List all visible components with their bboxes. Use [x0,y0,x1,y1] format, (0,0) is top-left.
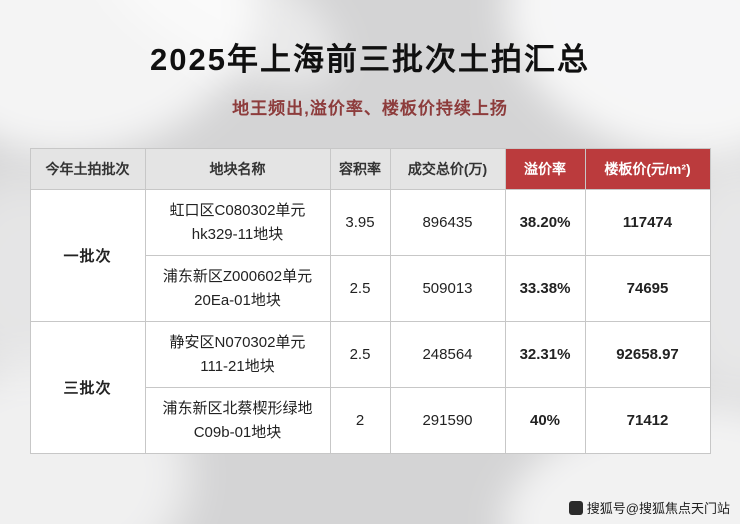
plot-name-cell: 虹口区C080302单元 hk329-11地块 [144,189,331,256]
floor-price-cell: 92658.97 [584,321,711,388]
plot-name-cell: 静安区N070302单元 111-21地块 [144,321,331,388]
premium-rate-cell: 32.31% [504,321,586,388]
premium-rate-cell: 38.20% [504,189,586,256]
floor-price-cell: 74695 [584,255,711,322]
table-row: 一批次 虹口区C080302单元 hk329-11地块 3.95 896435 … [29,189,711,322]
premium-rate-cell: 33.38% [504,255,586,322]
watermark-text: 搜狐号@搜狐焦点天门站 [586,501,730,516]
col-header-plot-ratio: 容积率 [329,148,391,190]
plot-ratio-cell: 3.95 [329,189,391,256]
table-header-row: 今年土拍批次 地块名称 容积率 成交总价(万) 溢价率 楼板价(元/m²) [29,148,711,190]
col-header-batch: 今年土拍批次 [29,148,146,190]
plot-ratio-cell: 2.5 [329,321,391,388]
batch-cell: 一批次 [29,189,146,322]
col-header-floor-price: 楼板价(元/m²) [584,148,711,190]
sohu-logo-icon [568,500,583,515]
page-subtitle: 地王频出,溢价率、楼板价持续上扬 [232,99,508,118]
table-row: 浦东新区Z000602单元 20Ea-01地块 2.5 509013 33.38… [30,255,711,322]
watermark: 搜狐号@搜狐焦点天门站 [568,498,730,517]
col-header-premium-rate: 溢价率 [504,148,586,190]
premium-rate-cell: 40% [504,387,586,454]
table-row: 三批次 静安区N070302单元 111-21地块 2.5 248564 32.… [29,321,711,454]
table-row: 浦东新区北蔡楔形绿地 C09b-01地块 2 291590 40% 71412 [30,387,711,454]
floor-price-cell: 71412 [584,387,711,454]
batch-cell: 三批次 [29,321,146,454]
plot-name-cell: 浦东新区Z000602单元 20Ea-01地块 [144,255,331,322]
col-header-plot-name: 地块名称 [144,148,331,190]
total-price-cell: 509013 [389,255,506,322]
total-price-cell: 896435 [389,189,506,256]
floor-price-cell: 117474 [584,189,711,256]
plot-name-cell: 浦东新区北蔡楔形绿地 C09b-01地块 [144,387,331,454]
total-price-cell: 248564 [389,321,506,388]
plot-ratio-cell: 2.5 [329,255,391,322]
plot-ratio-cell: 2 [329,387,391,454]
total-price-cell: 291590 [389,387,506,454]
col-header-total-price: 成交总价(万) [389,148,506,190]
page-title: 2025年上海前三批次土拍汇总 [150,42,590,77]
content: 2025年上海前三批次土拍汇总 地王频出,溢价率、楼板价持续上扬 今年土拍批次 … [29,42,711,454]
land-auction-table: 今年土拍批次 地块名称 容积率 成交总价(万) 溢价率 楼板价(元/m²) 一批… [29,148,711,454]
